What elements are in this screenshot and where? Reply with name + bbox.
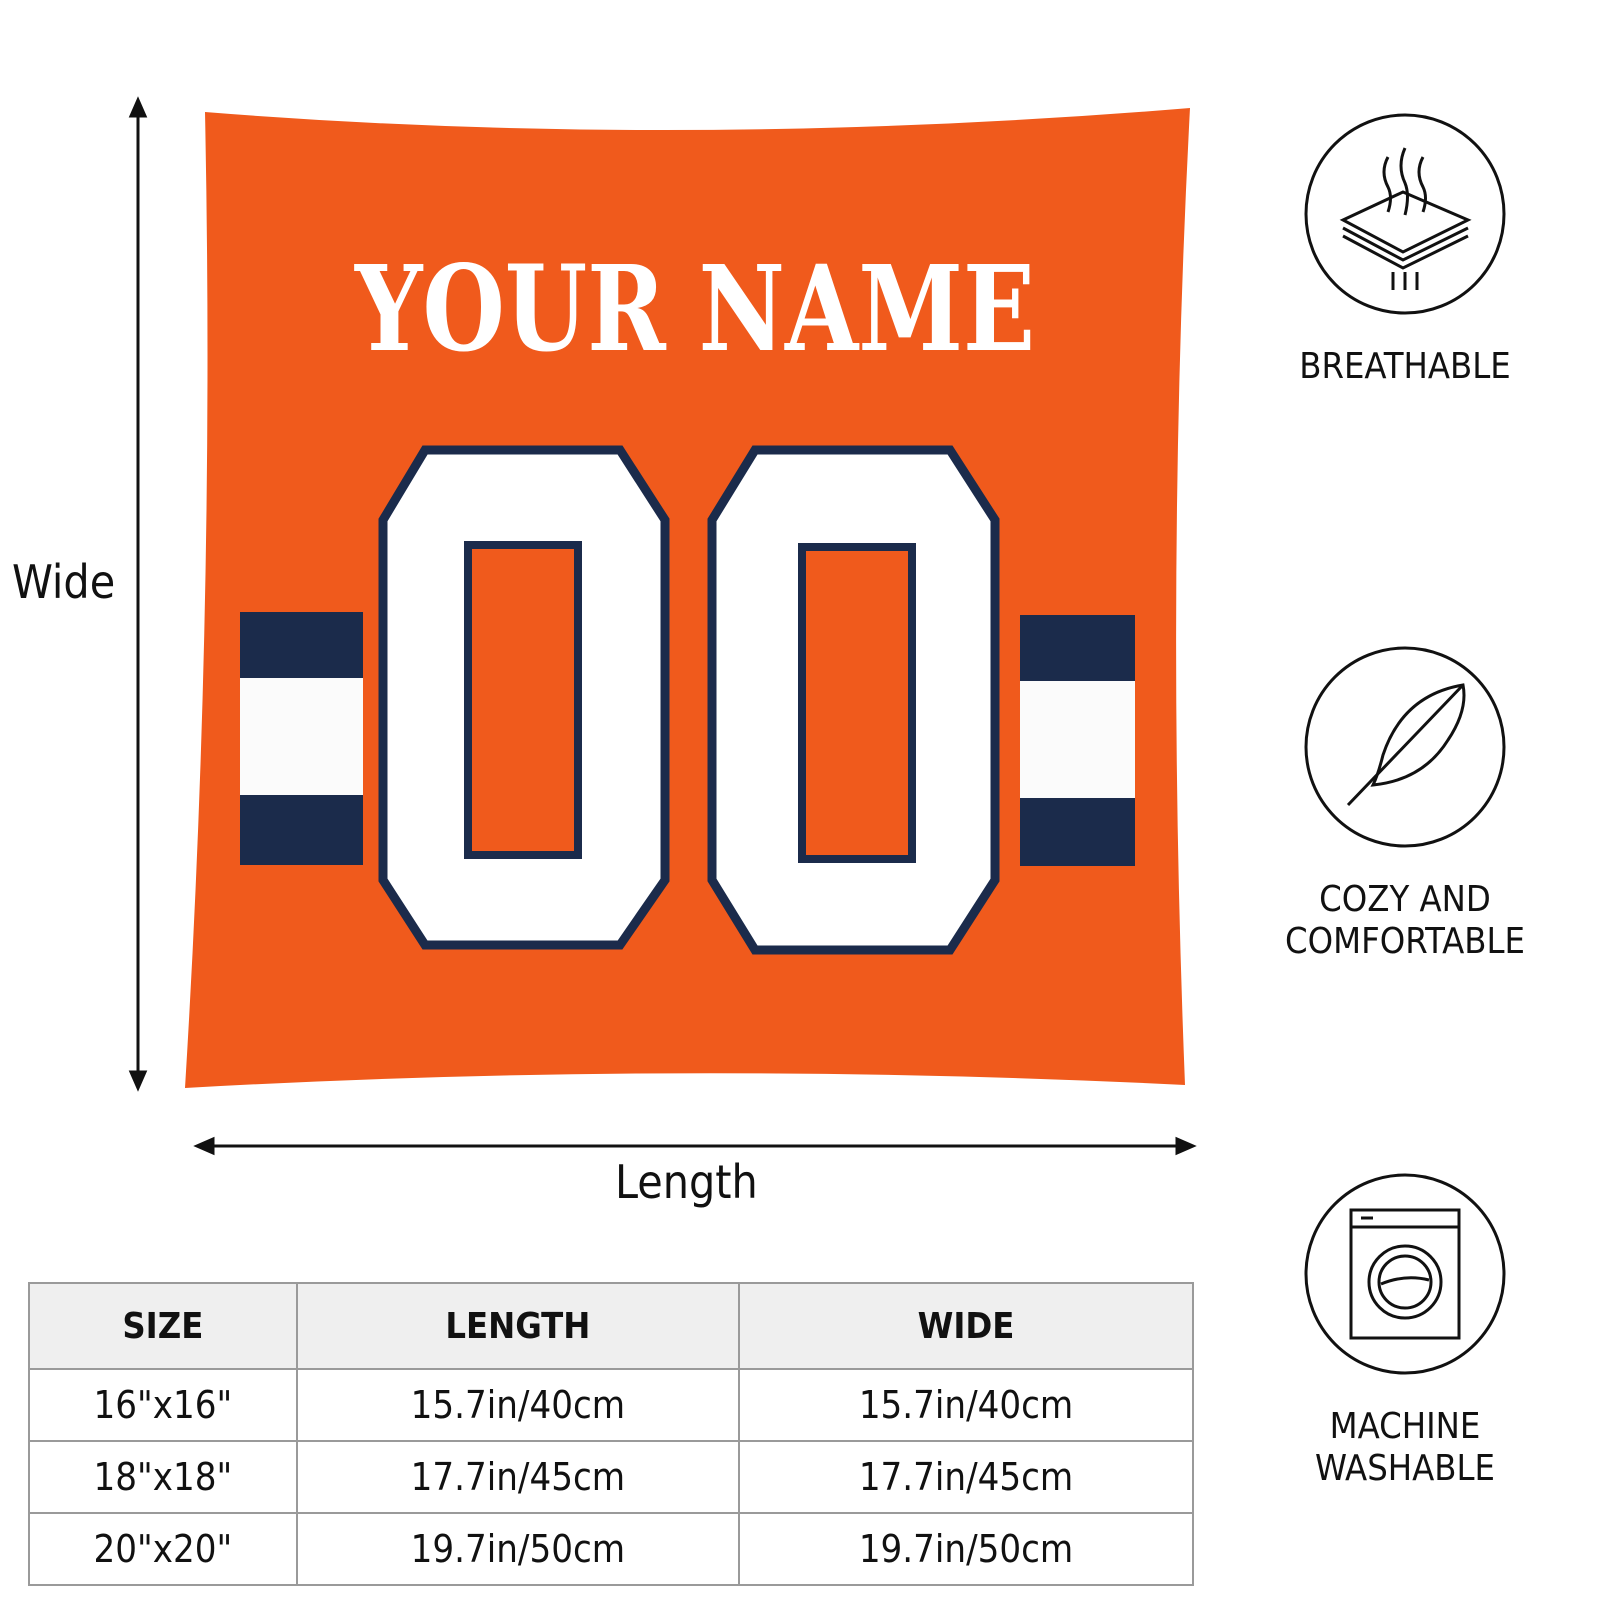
cell-wide: 19.7in/50cm	[738, 1512, 1194, 1586]
cell-length: 19.7in/50cm	[295, 1512, 741, 1586]
table-header-row: SIZE LENGTH WIDE	[28, 1282, 1194, 1370]
cell-size: 18"x18"	[28, 1440, 298, 1514]
header-wide: WIDE	[738, 1282, 1194, 1370]
breathable-layers-icon	[1304, 113, 1506, 315]
cell-wide: 17.7in/45cm	[738, 1440, 1194, 1514]
player-name: YOUR NAME	[353, 239, 1035, 378]
length-arrow	[193, 1136, 1197, 1156]
cell-length: 17.7in/45cm	[295, 1440, 741, 1514]
cell-size: 20"x20"	[28, 1512, 298, 1586]
table-row: 16"x16" 15.7in/40cm 15.7in/40cm	[28, 1368, 1194, 1442]
feature-cozy: COZY AND COMFORTABLE	[1255, 645, 1555, 963]
wide-label: Wide	[12, 555, 116, 609]
feature-label: MACHINE WASHABLE	[1255, 1406, 1555, 1490]
feature-breathable: BREATHABLE	[1255, 112, 1555, 388]
cell-wide: 15.7in/40cm	[738, 1368, 1194, 1442]
player-number	[378, 445, 1000, 955]
feature-label-line: MACHINE	[1329, 1406, 1481, 1447]
feather-icon	[1304, 646, 1506, 848]
header-size: SIZE	[28, 1282, 298, 1370]
size-table: SIZE LENGTH WIDE 16"x16" 15.7in/40cm 15.…	[28, 1282, 1194, 1586]
feature-label-line: COMFORTABLE	[1285, 921, 1525, 962]
cell-length: 15.7in/40cm	[295, 1368, 741, 1442]
header-length: LENGTH	[295, 1282, 741, 1370]
cell-size: 16"x16"	[28, 1368, 298, 1442]
length-label: Length	[615, 1155, 758, 1209]
washing-machine-icon	[1304, 1173, 1506, 1375]
feature-label: COZY AND COMFORTABLE	[1255, 879, 1555, 963]
table-row: 20"x20" 19.7in/50cm 19.7in/50cm	[28, 1512, 1194, 1586]
feature-washable: MACHINE WASHABLE	[1255, 1172, 1555, 1490]
feature-label-line: COZY AND	[1319, 879, 1491, 920]
table-row: 18"x18" 17.7in/45cm 17.7in/45cm	[28, 1440, 1194, 1514]
wide-arrow	[128, 96, 148, 1092]
feature-label: BREATHABLE	[1299, 346, 1511, 387]
sleeve-stripes	[240, 612, 1135, 866]
feature-label-line: WASHABLE	[1315, 1448, 1495, 1489]
